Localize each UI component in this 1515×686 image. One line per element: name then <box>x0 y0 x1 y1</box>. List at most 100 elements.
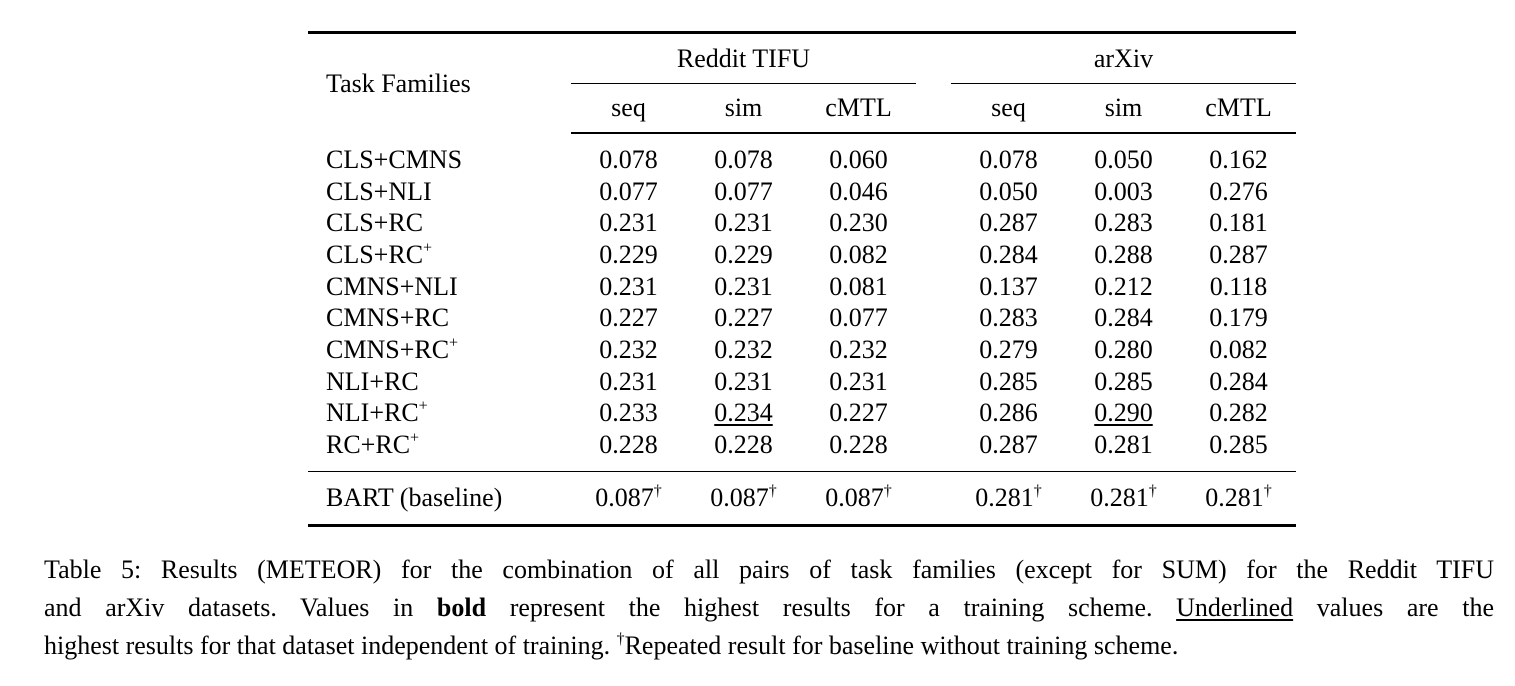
value-cell: 0.229 <box>599 239 658 269</box>
column-gap <box>916 366 951 398</box>
table-row: CLS+NLI 0.077 0.077 0.046 0.050 0.003 0.276 <box>308 176 1296 208</box>
value-cell: 0.228 <box>829 430 888 460</box>
group-header-arxiv: arXiv <box>951 31 1296 84</box>
value-cell: 0.232 <box>714 334 773 364</box>
value-cell: 0.230 <box>829 208 888 238</box>
value-cell: 0.077 <box>714 176 773 206</box>
task-families-header: Task Families <box>308 31 571 133</box>
baseline-value-cell: 0.281† <box>951 470 1066 527</box>
value-cell: 0.229 <box>714 239 773 269</box>
task-family-name: RC+RC <box>326 430 411 460</box>
baseline-value: 0.281 <box>975 482 1034 512</box>
table-row: CMNS+RC+ 0.232 0.232 0.232 0.279 0.280 0.082 <box>308 334 1296 366</box>
value-cell: 0.162 <box>1209 144 1268 174</box>
task-family-superscript: + <box>449 334 459 352</box>
table-row: NLI+RC+ 0.233 0.234 0.227 0.286 0.290 0.282 <box>308 398 1296 430</box>
value-cell: 0.231 <box>714 271 773 301</box>
column-gap <box>916 334 951 366</box>
task-family-cell: CLS+NLI <box>308 176 571 208</box>
table-row: RC+RC+ 0.228 0.228 0.228 0.287 0.281 0.285 <box>308 429 1296 461</box>
caption-underlined-word: Underlined <box>1176 593 1294 622</box>
caption-line-2: and arXiv datasets. Values in bold repre… <box>44 589 1494 627</box>
column-gap <box>916 429 951 461</box>
baseline-label: BART (baseline) <box>308 470 571 527</box>
value-cell: 0.287 <box>979 430 1038 460</box>
value-cell: 0.285 <box>1209 430 1268 460</box>
value-cell: 0.003 <box>1094 176 1153 206</box>
value-cell: 0.282 <box>1209 398 1268 428</box>
task-family-name: CLS+RC <box>326 208 424 238</box>
value-cell: 0.078 <box>714 144 773 174</box>
value-cell: 0.050 <box>1094 144 1153 174</box>
value-cell: 0.285 <box>979 366 1038 396</box>
baseline-row: BART (baseline) 0.087† 0.087† 0.087† 0.281† 0… <box>308 470 1296 527</box>
value-cell: 0.285 <box>1094 366 1153 396</box>
caption-text: Repeated result for baseline without tra… <box>624 631 1179 660</box>
value-cell: 0.231 <box>829 366 888 396</box>
column-header: sim <box>686 84 801 134</box>
task-family-superscript: + <box>418 397 428 415</box>
value-cell: 0.231 <box>599 208 658 238</box>
column-gap <box>916 239 951 271</box>
dagger-mark: † <box>768 482 777 500</box>
value-cell: 0.077 <box>829 303 888 333</box>
task-family-name: CMNS+NLI <box>326 271 458 301</box>
value-cell: 0.082 <box>1209 334 1268 364</box>
group-header-reddit-label: Reddit TIFU <box>571 34 916 84</box>
group-header-reddit: Reddit TIFU <box>571 31 916 84</box>
caption-bold-word: bold <box>436 593 487 622</box>
value-cell: 0.232 <box>599 334 658 364</box>
value-cell: 0.077 <box>599 176 658 206</box>
baseline-value: 0.087 <box>710 482 769 512</box>
table-body: CLS+CMNS 0.078 0.078 0.060 0.078 0.050 0.162 CL… <box>308 133 1296 527</box>
value-cell: 0.281 <box>1094 430 1153 460</box>
value-cell: 0.179 <box>1209 303 1268 333</box>
value-cell: 0.284 <box>1209 366 1268 396</box>
column-header: cMTL <box>801 84 916 134</box>
dagger-mark: † <box>1033 482 1042 500</box>
baseline-value-cell: 0.087† <box>801 470 916 527</box>
value-cell: 0.231 <box>714 366 773 396</box>
task-family-superscript: + <box>423 239 433 257</box>
value-cell: 0.227 <box>599 303 658 333</box>
caption-text: highest results for that dataset indepen… <box>44 631 617 660</box>
task-family-cell: CMNS+RC+ <box>308 334 571 366</box>
table-row: CLS+RC 0.231 0.231 0.230 0.287 0.283 0.181 <box>308 207 1296 239</box>
value-cell: 0.181 <box>1209 208 1268 238</box>
table-caption: Table 5: Results (METEOR) for the combin… <box>44 551 1494 665</box>
table-row: CLS+CMNS 0.078 0.078 0.060 0.078 0.050 0.162 <box>308 144 1296 176</box>
column-gap <box>916 470 951 527</box>
value-cell: 0.118 <box>1209 271 1268 301</box>
caption-line-1: Table 5: Results (METEOR) for the combin… <box>44 555 1494 584</box>
column-gap <box>916 398 951 430</box>
table-row: CMNS+RC 0.227 0.227 0.077 0.283 0.284 0.179 <box>308 302 1296 334</box>
column-gap <box>916 176 951 208</box>
baseline-value: 0.281 <box>1090 482 1149 512</box>
group-gap <box>916 31 951 84</box>
value-cell: 0.234 <box>714 398 773 428</box>
value-cell: 0.283 <box>979 303 1038 333</box>
value-cell: 0.286 <box>979 398 1038 428</box>
task-family-name: CLS+NLI <box>326 176 432 206</box>
value-cell: 0.060 <box>829 144 888 174</box>
baseline-value-cell: 0.281† <box>1066 470 1181 527</box>
value-cell: 0.082 <box>829 239 888 269</box>
value-cell: 0.227 <box>714 303 773 333</box>
caption-line-3: highest results for that dataset indepen… <box>44 627 1494 665</box>
task-family-cell: CMNS+RC <box>308 302 571 334</box>
value-cell: 0.284 <box>1094 303 1153 333</box>
task-family-cell: CMNS+NLI <box>308 271 571 303</box>
task-family-name: NLI+RC <box>326 366 419 396</box>
column-gap <box>916 302 951 334</box>
task-family-cell: NLI+RC <box>308 366 571 398</box>
value-cell: 0.290 <box>1094 398 1153 428</box>
baseline-value: 0.087 <box>825 482 884 512</box>
task-family-name: CMNS+RC <box>326 303 450 333</box>
value-cell: 0.227 <box>829 398 888 428</box>
value-cell: 0.288 <box>1094 239 1153 269</box>
baseline-value: 0.281 <box>1205 482 1264 512</box>
task-family-name: NLI+RC <box>326 398 419 428</box>
table-row: NLI+RC 0.231 0.231 0.231 0.285 0.285 0.284 <box>308 366 1296 398</box>
task-family-cell: CLS+CMNS <box>308 144 571 176</box>
task-family-name: CMNS+RC <box>326 334 450 364</box>
